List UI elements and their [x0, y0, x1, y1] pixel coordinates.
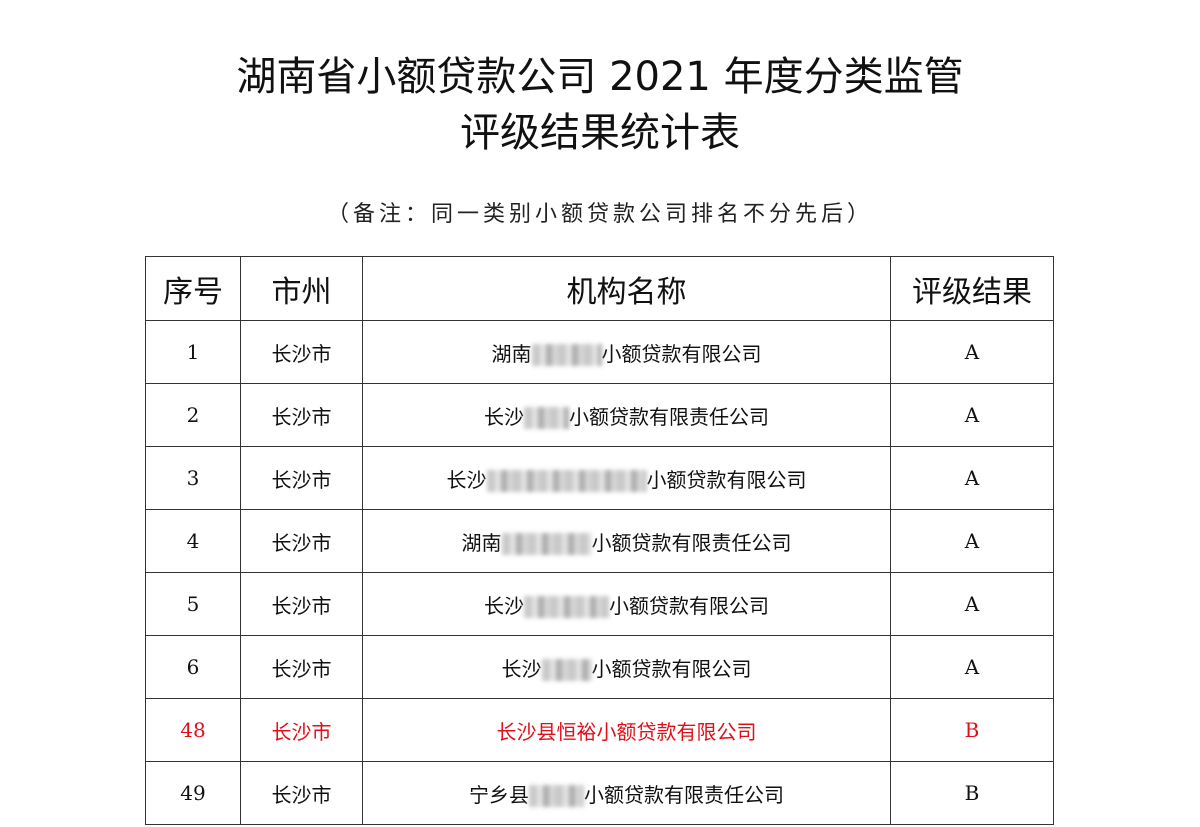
header-no: 序号 — [145, 256, 241, 321]
institution-suffix: 小额贷款有限责任公司 — [569, 404, 769, 429]
institution-prefix: 湖南 — [491, 341, 532, 366]
institution-prefix: 长沙 — [484, 404, 524, 429]
document-title-line2: 评级结果统计表 — [460, 110, 740, 156]
institution-suffix: 小额贷款有限公司 — [646, 467, 807, 492]
institution-prefix: 宁乡县 — [469, 782, 529, 807]
redacted-name — [531, 344, 602, 366]
cell-rating: A — [890, 635, 1054, 699]
cell-city: 长沙市 — [240, 446, 363, 510]
cell-no: 2 — [145, 383, 241, 447]
table-row: 2 长沙市 长沙 小额贷款有限责任公司 A — [145, 383, 1054, 447]
cell-rating: A — [890, 383, 1054, 447]
cell-city: 长沙市 — [240, 761, 363, 825]
redacted-name — [501, 533, 592, 555]
header-institution: 机构名称 — [362, 256, 891, 321]
cell-city: 长沙市 — [240, 320, 363, 384]
cell-no: 49 — [145, 761, 241, 825]
cell-no: 48 — [145, 698, 241, 762]
institution-suffix: 小额贷款有限责任公司 — [584, 782, 784, 807]
institution-prefix: 湖南 — [461, 530, 502, 555]
redacted-name — [524, 407, 569, 429]
institution-prefix: 长沙 — [501, 656, 542, 681]
cell-rating: A — [890, 509, 1054, 573]
cell-rating: B — [890, 761, 1054, 825]
cell-rating: A — [890, 446, 1054, 510]
cell-institution: 长沙 小额贷款有限公司 — [362, 635, 891, 699]
table-row: 1 长沙市 湖南 小额贷款有限公司 A — [145, 320, 1054, 384]
header-city: 市州 — [240, 256, 363, 321]
cell-no: 4 — [145, 509, 241, 573]
institution-suffix: 小额贷款有限公司 — [609, 593, 769, 618]
cell-city: 长沙市 — [240, 572, 363, 636]
cell-institution: 长沙 小额贷款有限公司 — [362, 446, 891, 510]
table-row: 48 长沙市 长沙县恒裕小额贷款有限公司 B — [145, 698, 1054, 762]
institution-prefix: 长沙 — [446, 467, 487, 492]
document-title-line1: 湖南省小额贷款公司 2021 年度分类监管 — [236, 54, 964, 100]
institution-prefix: 长沙 — [484, 593, 524, 618]
institution-suffix: 小额贷款有限责任公司 — [591, 530, 792, 555]
cell-city: 长沙市 — [240, 383, 363, 447]
table-row: 6 长沙市 长沙 小额贷款有限公司 A — [145, 635, 1054, 699]
cell-rating: A — [890, 572, 1054, 636]
cell-institution: 长沙 小额贷款有限责任公司 — [362, 383, 891, 447]
table-row: 4 长沙市 湖南 小额贷款有限责任公司 A — [145, 509, 1054, 573]
cell-no: 1 — [145, 320, 241, 384]
cell-institution: 长沙县恒裕小额贷款有限公司 — [362, 698, 891, 762]
cell-rating: B — [890, 698, 1054, 762]
redacted-name — [529, 785, 584, 807]
table-row: 5 长沙市 长沙 小额贷款有限公司 A — [145, 572, 1054, 636]
redacted-name — [524, 596, 609, 618]
table-row: 3 长沙市 长沙 小额贷款有限公司 A — [145, 446, 1054, 510]
cell-institution: 宁乡县 小额贷款有限责任公司 — [362, 761, 891, 825]
redacted-name — [486, 470, 647, 492]
institution-suffix: 小额贷款有限公司 — [601, 341, 762, 366]
document-note: （备注：同一类别小额贷款公司排名不分先后） — [326, 202, 873, 227]
cell-institution: 湖南 小额贷款有限公司 — [362, 320, 891, 384]
redacted-name — [541, 659, 592, 681]
table-header-row: 序号 市州 机构名称 评级结果 — [145, 256, 1054, 321]
cell-institution: 湖南 小额贷款有限责任公司 — [362, 509, 891, 573]
cell-rating: A — [890, 320, 1054, 384]
cell-city: 长沙市 — [240, 698, 363, 762]
header-rating: 评级结果 — [890, 256, 1054, 321]
cell-no: 5 — [145, 572, 241, 636]
cell-institution: 长沙 小额贷款有限公司 — [362, 572, 891, 636]
institution-prefix: 长沙县恒裕 — [496, 719, 597, 744]
institution-suffix: 小额贷款有限公司 — [596, 719, 757, 744]
cell-no: 6 — [145, 635, 241, 699]
cell-no: 3 — [145, 446, 241, 510]
cell-city: 长沙市 — [240, 635, 363, 699]
institution-suffix: 小额贷款有限公司 — [591, 656, 752, 681]
cell-city: 长沙市 — [240, 509, 363, 573]
table-row: 49 长沙市 宁乡县 小额贷款有限责任公司 B — [145, 761, 1054, 825]
